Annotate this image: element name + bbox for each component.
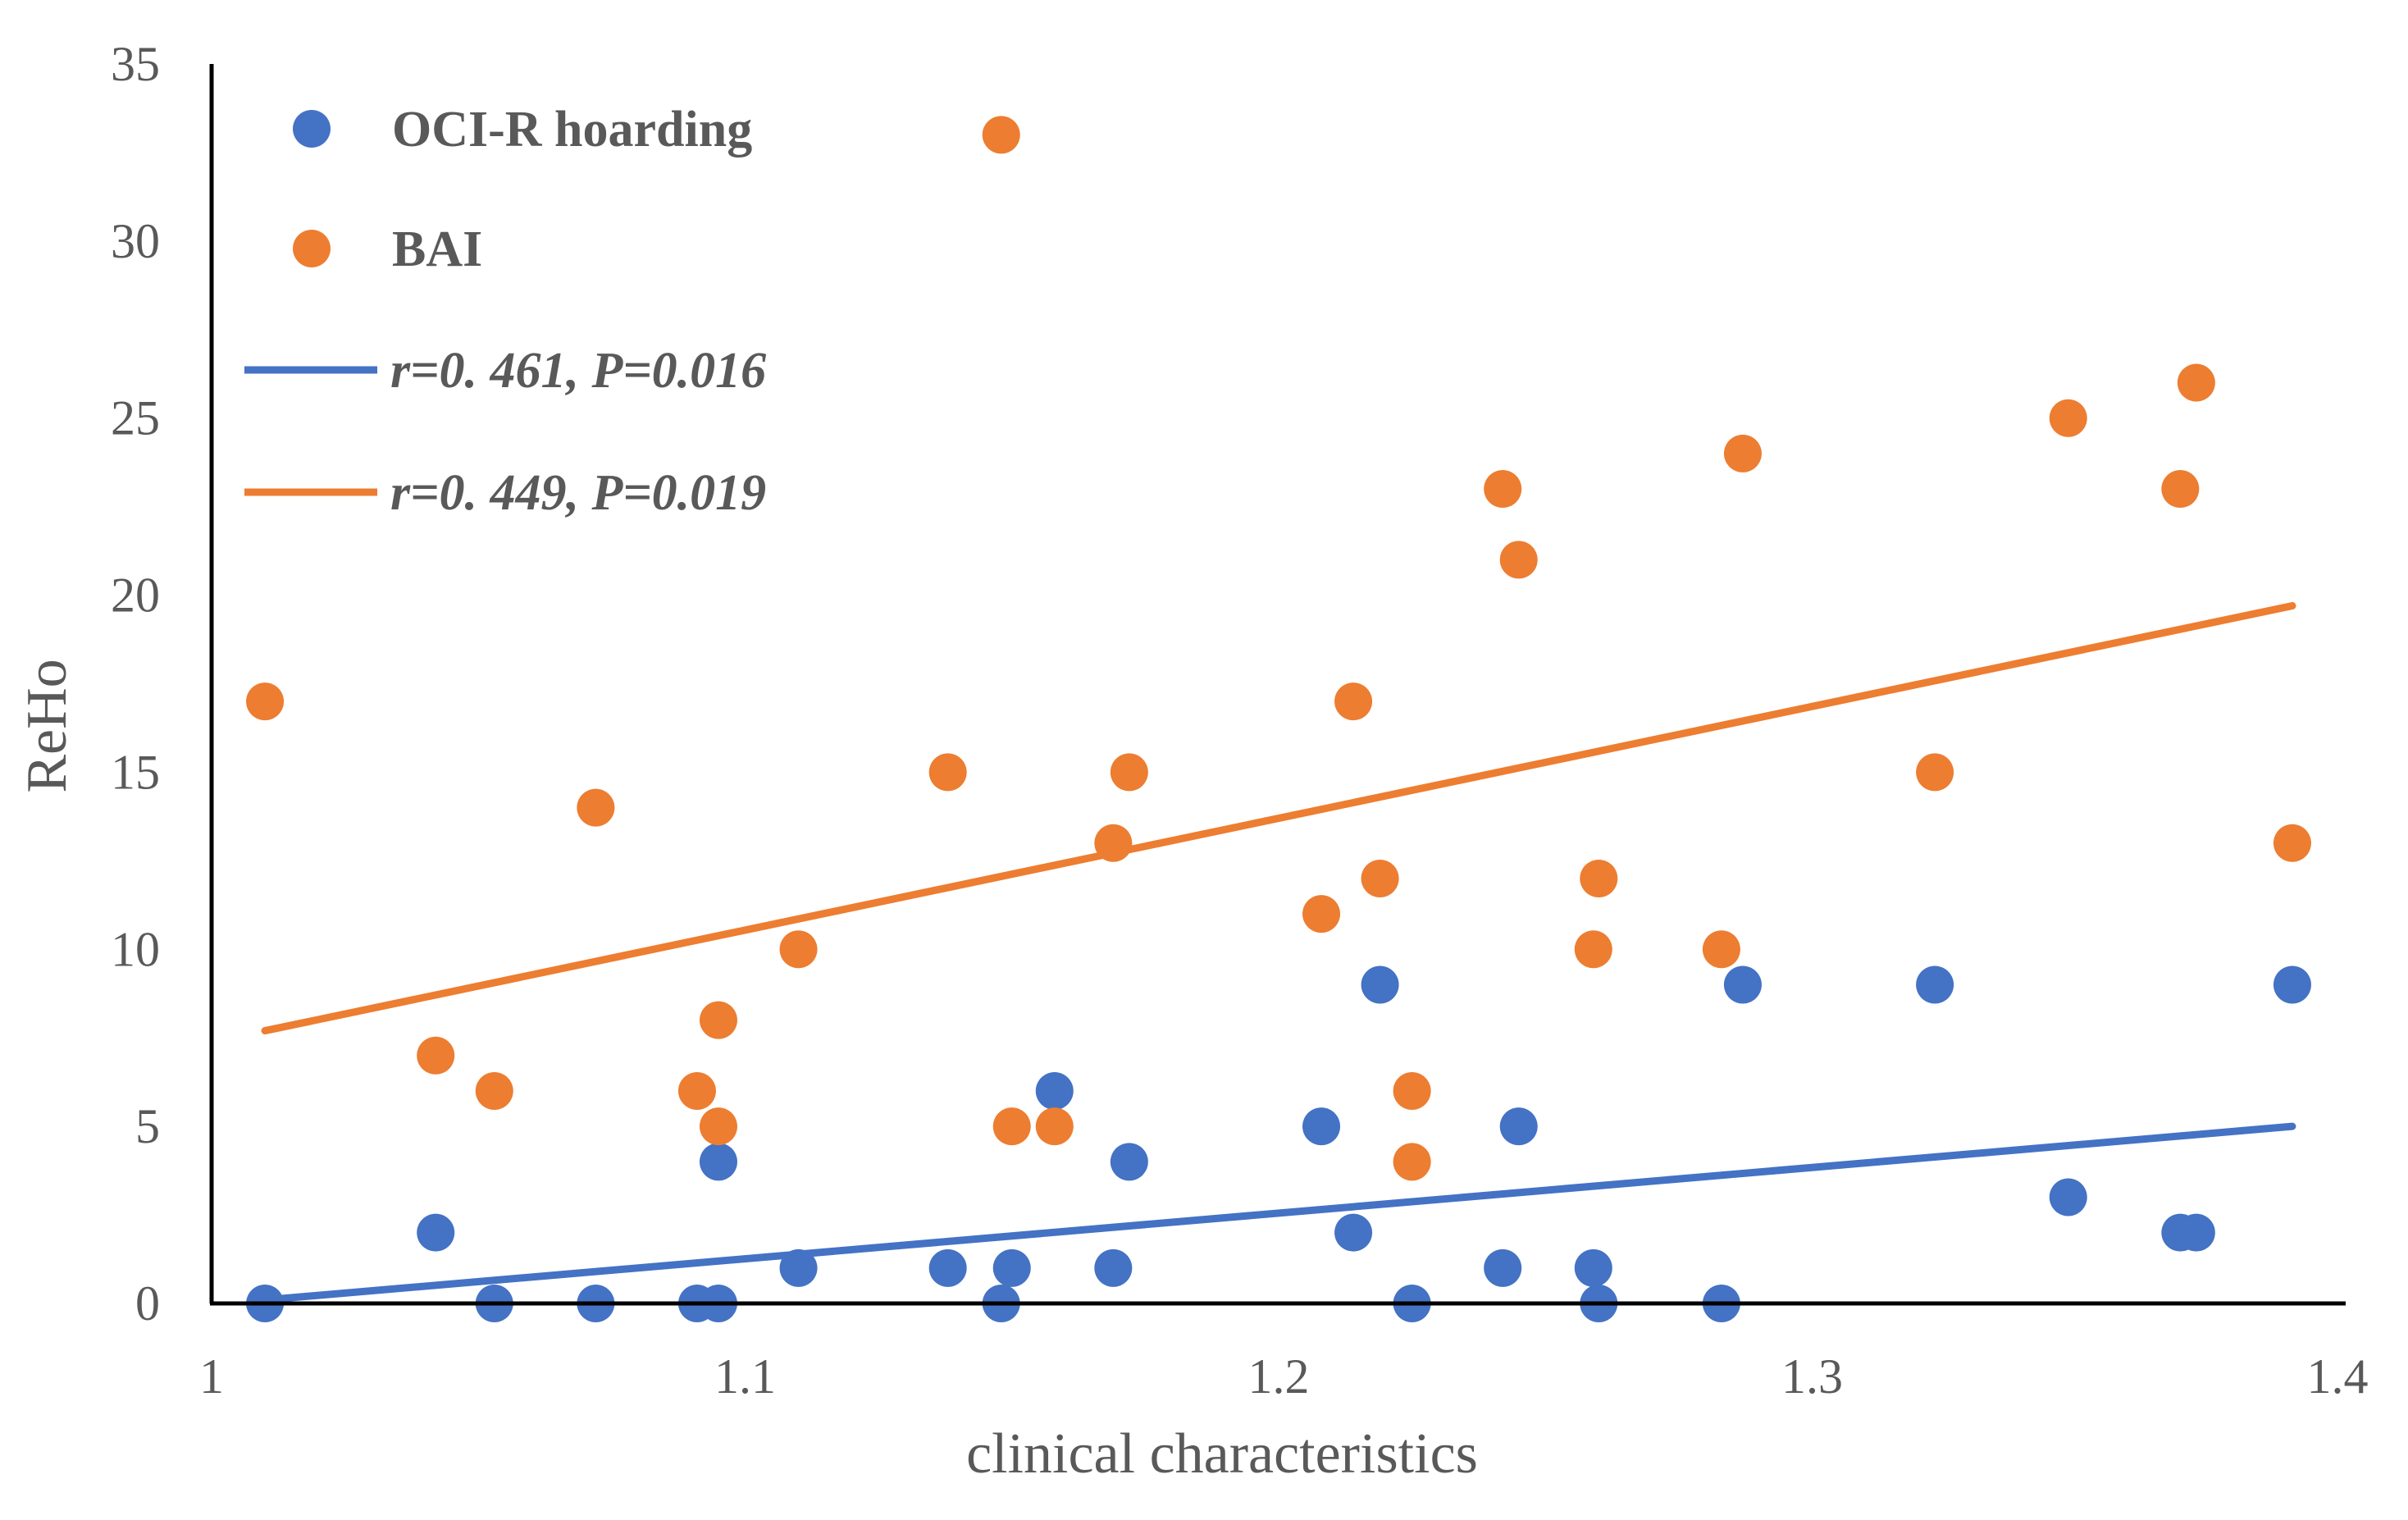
point-oci-r-hoarding-11 bbox=[1035, 1071, 1074, 1110]
x-tick-label-1: 1.1 bbox=[714, 1349, 776, 1404]
point-oci-r-hoarding-23 bbox=[1723, 965, 1762, 1004]
point-bai-21 bbox=[1574, 930, 1612, 969]
point-bai-11 bbox=[1035, 1107, 1074, 1146]
x-tick-label-3: 1.3 bbox=[1781, 1349, 1843, 1404]
point-oci-r-hoarding-20 bbox=[1574, 1248, 1612, 1287]
point-oci-r-hoarding-1 bbox=[417, 1213, 455, 1252]
y-tick-labels: 0 5 10 15 20 25 30 35 bbox=[111, 37, 160, 1331]
y-tick-label-5: 25 bbox=[111, 391, 160, 445]
legend-marker-bai bbox=[293, 230, 331, 267]
point-bai-28 bbox=[2177, 363, 2215, 402]
x-axis-title: clinical characteristics bbox=[966, 1422, 1478, 1486]
y-tick-label-0: 0 bbox=[135, 1276, 160, 1331]
point-oci-r-hoarding-24 bbox=[1916, 965, 1954, 1004]
point-bai-25 bbox=[1916, 753, 1954, 792]
legend-label-bai: BAI bbox=[392, 221, 482, 277]
point-bai-13 bbox=[1110, 753, 1148, 792]
point-oci-r-hoarding-25 bbox=[2049, 1178, 2087, 1216]
point-oci-r-hoarding-8 bbox=[928, 1248, 967, 1287]
point-bai-14 bbox=[1302, 895, 1341, 933]
point-bai-9 bbox=[982, 116, 1020, 154]
y-tick-label-7: 35 bbox=[111, 37, 160, 91]
point-oci-r-hoarding-13 bbox=[1110, 1143, 1148, 1181]
legend: OCI-R hoarding BAI r=0. 461, P=0.016 r=0… bbox=[244, 102, 766, 521]
legend-label-oci-r-trend: r=0. 461, P=0.016 bbox=[390, 343, 766, 399]
point-bai-27 bbox=[2161, 470, 2200, 509]
point-oci-r-hoarding-19 bbox=[1499, 1107, 1538, 1146]
point-bai-1 bbox=[417, 1036, 455, 1075]
x-tick-label-2: 1.2 bbox=[1248, 1349, 1310, 1404]
point-bai-4 bbox=[677, 1071, 716, 1110]
legend-marker-oci-r-hoarding bbox=[293, 110, 331, 148]
point-oci-r-hoarding-12 bbox=[1094, 1248, 1133, 1287]
point-bai-17 bbox=[1393, 1071, 1431, 1110]
point-bai-16 bbox=[1361, 859, 1399, 897]
legend-label-oci-r-hoarding: OCI-R hoarding bbox=[392, 102, 752, 157]
point-oci-r-hoarding-15 bbox=[1334, 1213, 1373, 1252]
point-bai-20 bbox=[1499, 541, 1538, 579]
y-tick-label-1: 5 bbox=[135, 1099, 160, 1153]
point-bai-8 bbox=[928, 753, 967, 792]
data-points bbox=[246, 116, 2311, 1322]
point-oci-r-hoarding-28 bbox=[2273, 965, 2311, 1004]
x-tick-labels: 1 1.1 1.2 1.3 1.4 bbox=[199, 1349, 2369, 1404]
point-bai-5 bbox=[699, 1001, 737, 1039]
point-oci-r-hoarding-10 bbox=[992, 1248, 1031, 1287]
y-tick-label-6: 30 bbox=[111, 214, 160, 268]
point-bai-0 bbox=[246, 682, 285, 721]
point-oci-r-hoarding-18 bbox=[1484, 1248, 1522, 1287]
point-bai-29 bbox=[2273, 824, 2311, 862]
point-bai-12 bbox=[1094, 824, 1133, 862]
point-bai-22 bbox=[1580, 859, 1618, 897]
point-oci-r-hoarding-14 bbox=[1302, 1107, 1341, 1146]
point-bai-26 bbox=[2049, 399, 2087, 437]
legend-label-bai-trend: r=0. 449, P=0.019 bbox=[390, 465, 766, 521]
point-bai-19 bbox=[1484, 470, 1522, 509]
point-bai-2 bbox=[475, 1071, 513, 1110]
x-tick-label-4: 1.4 bbox=[2307, 1349, 2369, 1404]
point-bai-23 bbox=[1702, 930, 1740, 969]
trendline-0 bbox=[261, 1122, 2296, 1304]
point-bai-15 bbox=[1334, 682, 1373, 721]
y-tick-label-4: 20 bbox=[111, 568, 160, 623]
point-bai-6 bbox=[699, 1107, 737, 1146]
trendline-1 bbox=[261, 602, 2296, 1035]
y-tick-label-3: 15 bbox=[111, 745, 160, 799]
point-oci-r-hoarding-27 bbox=[2177, 1213, 2215, 1252]
x-tick-label-0: 1 bbox=[199, 1349, 224, 1404]
y-axis-title: ReHo bbox=[16, 659, 79, 792]
point-oci-r-hoarding-16 bbox=[1361, 965, 1399, 1004]
point-bai-10 bbox=[992, 1107, 1031, 1146]
point-bai-7 bbox=[779, 930, 818, 969]
y-tick-label-2: 10 bbox=[111, 922, 160, 976]
point-oci-r-hoarding-7 bbox=[779, 1248, 818, 1287]
point-bai-3 bbox=[577, 788, 615, 827]
point-bai-24 bbox=[1723, 434, 1762, 472]
point-bai-18 bbox=[1393, 1143, 1431, 1181]
point-oci-r-hoarding-6 bbox=[699, 1143, 737, 1181]
trendlines bbox=[261, 602, 2296, 1304]
